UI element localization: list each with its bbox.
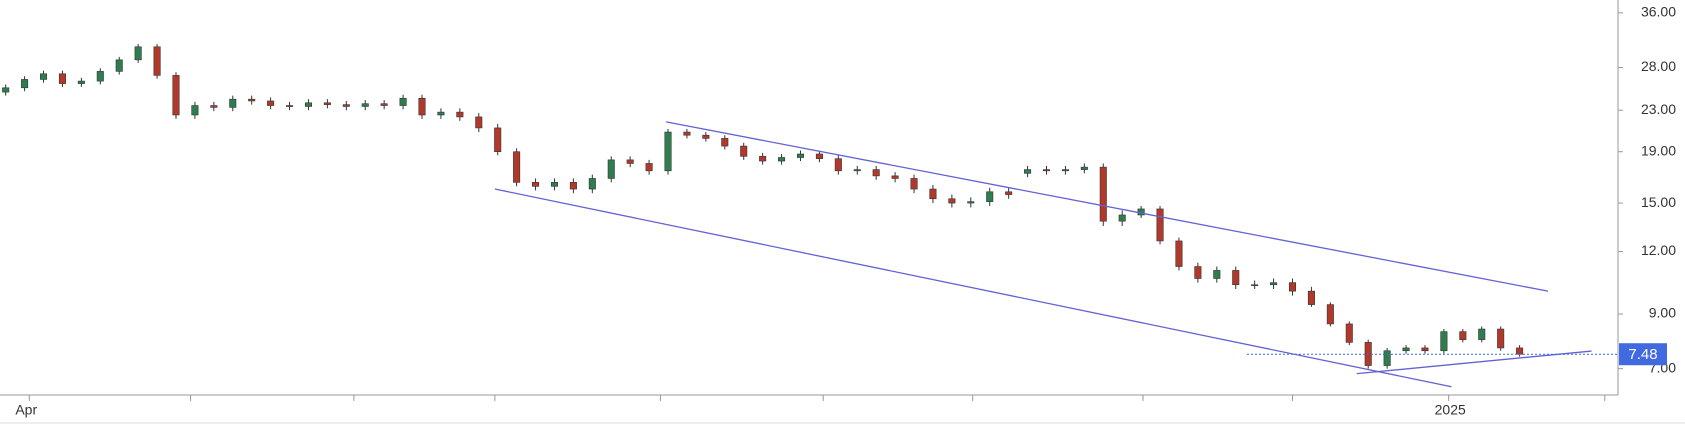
candle-body [1326,304,1334,325]
candle-body [1080,166,1088,170]
candle-body [267,100,275,106]
trendline [1356,350,1592,375]
candle-body [437,111,445,116]
candle-body [1175,240,1183,267]
candle-body [115,59,123,72]
candle-body [1478,328,1486,340]
candle-body [153,46,161,76]
candle-body [721,138,729,147]
candle-body [1459,331,1467,340]
candle-body [494,127,502,153]
candle-body [796,153,805,158]
candle-body [532,182,540,187]
candle-body [1194,266,1202,279]
candle-body [569,182,577,190]
candle-body [1383,350,1391,366]
candle-body [550,182,558,187]
candle-body [1345,323,1353,343]
y-tick-label: 23.00 [1641,101,1676,117]
candle-body [967,201,975,204]
candle-body [475,116,483,129]
candle-body [229,98,237,108]
candle-body [1402,347,1410,352]
candle-body [1118,214,1126,222]
candle-body [891,175,899,179]
candle-body [1005,191,1013,195]
candle-body [853,169,861,172]
candle-body [1440,331,1448,352]
candle-body [1024,169,1032,174]
candle-body [759,156,767,162]
candle-body [248,98,256,102]
candle-body [323,102,331,105]
candle-body [513,151,521,183]
candle-body [815,153,823,159]
candle-body [834,158,842,172]
candle-body [96,71,104,82]
last-price-badge [1619,343,1667,366]
candle-body [456,111,464,118]
candle-body [1516,347,1524,355]
y-tick-label: 28.00 [1641,58,1676,74]
candle-body [210,105,218,108]
candle-body [872,169,880,177]
last-price-label: 7.48 [1628,346,1657,363]
candle-body [1421,347,1429,352]
candle-body [986,191,994,202]
candle-body [607,159,615,179]
candle-body [778,157,786,162]
candle-body [1061,169,1069,172]
candle-body [645,163,653,172]
candle-body [740,145,748,157]
candle-body [683,131,691,136]
candle-body [58,73,66,84]
candle-body [134,46,142,61]
candle-body [1497,328,1505,349]
candle-body [40,73,48,80]
candle-body [588,178,596,190]
candle-body [1307,290,1315,305]
candle-body [191,105,199,116]
candle-body [1251,284,1259,287]
candle-body [664,131,672,172]
candle-body [1270,282,1278,286]
candle-body [286,105,294,107]
x-tick-label: 2025 [1435,402,1466,418]
y-tick-label: 19.00 [1641,142,1676,158]
y-tick-label: 12.00 [1641,242,1676,258]
candle-body [910,178,918,190]
candle-body [1156,208,1164,242]
candle-body [380,103,388,106]
candle-body [702,134,710,139]
candle-body [342,104,350,107]
candle-body [1213,270,1221,279]
x-tick-label: Apr [15,402,37,418]
candle-body [399,97,407,106]
candle-body [304,102,312,107]
candle-body [418,97,426,116]
trendline [666,121,1549,292]
candle-body [626,159,634,164]
candle-body [77,80,85,84]
candle-body [1288,282,1297,292]
y-tick-label: 36.00 [1641,4,1676,20]
candle-body [361,103,369,107]
candle-body [2,87,10,93]
y-tick-label: 9.00 [1649,305,1676,321]
candle-body [1042,169,1051,172]
y-tick-label: 15.00 [1641,194,1676,210]
candle-body [172,75,180,116]
candle-body [929,188,937,200]
candle-body [21,79,29,89]
candle-body [948,198,956,204]
candle-body [1099,166,1107,222]
candle-body [1232,270,1240,286]
